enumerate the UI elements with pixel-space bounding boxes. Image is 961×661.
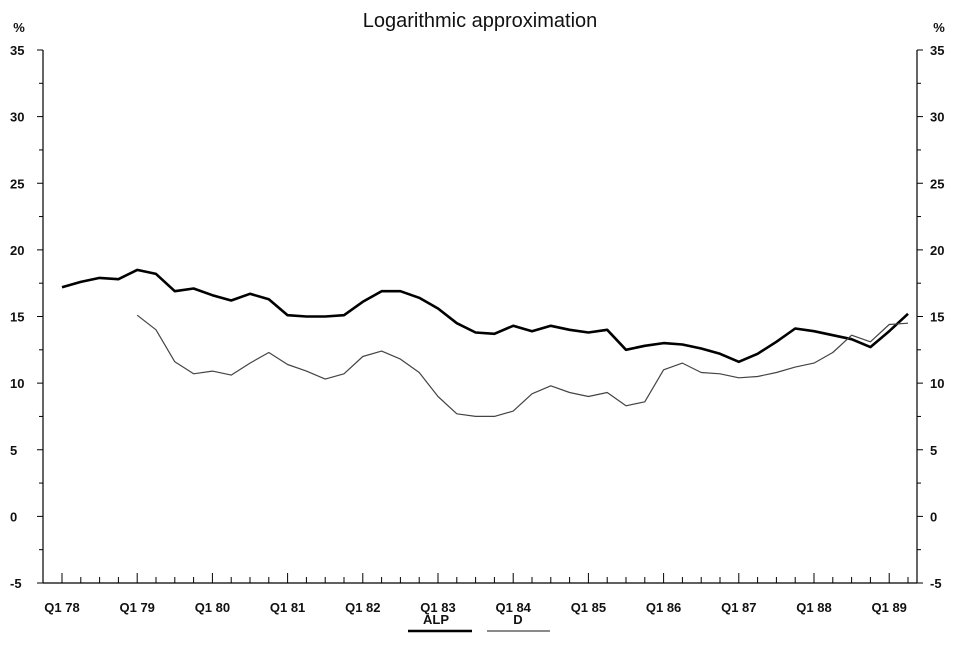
x-tick-label: Q1 88 <box>796 600 831 615</box>
x-tick-label: Q1 86 <box>646 600 681 615</box>
y-tick-label-right: 10 <box>930 376 944 391</box>
series-lines <box>61 268 909 417</box>
y-tick-label-right: 35 <box>930 43 944 58</box>
y-tick-label-left: 25 <box>10 176 24 191</box>
y-tick-label-left: 20 <box>10 243 24 258</box>
y-tick-label-left: 15 <box>10 310 24 325</box>
x-tick-label: Q1 83 <box>420 600 455 615</box>
x-tick-label: Q1 82 <box>345 600 380 615</box>
left-y-axis-ticks: -5 0 5 10 15 20 25 30 35 <box>10 43 43 591</box>
y-tick-label-right: -5 <box>930 576 942 591</box>
x-tick-label: Q1 84 <box>495 600 531 615</box>
x-tick-label: Q1 81 <box>270 600 305 615</box>
y-tick-label-left: 0 <box>10 509 17 524</box>
x-axis-ticks: Q1 78 Q1 79 Q1 80 Q1 81 Q1 82 Q1 83 Q1 84 Q1 85… <box>44 573 909 615</box>
y-tick-label-right: 25 <box>930 176 944 191</box>
y-tick-label-right: 20 <box>930 243 944 258</box>
legend-label-d: D <box>513 612 522 627</box>
x-tick-label: Q1 78 <box>44 600 79 615</box>
left-axis-unit-label: % <box>13 20 25 35</box>
x-tick-label: Q1 79 <box>119 600 154 615</box>
x-tick-label: Q1 87 <box>721 600 756 615</box>
series-line-d <box>136 314 909 417</box>
y-tick-label-right: 0 <box>930 509 937 524</box>
series-line-alp <box>61 268 909 364</box>
x-tick-label: Q1 80 <box>195 600 230 615</box>
y-tick-label-right: 5 <box>930 443 937 458</box>
y-tick-label-left: 30 <box>10 110 24 125</box>
x-tick-label: Q1 85 <box>571 600 606 615</box>
y-tick-label-left: 5 <box>10 443 17 458</box>
right-y-axis-ticks: -5 0 5 10 15 20 25 30 35 <box>917 43 944 591</box>
x-tick-label: Q1 89 <box>871 600 906 615</box>
y-tick-label-right: 30 <box>930 110 944 125</box>
y-tick-label-right: 15 <box>930 310 944 325</box>
legend-label-alp: ALP <box>423 612 449 627</box>
y-tick-label-left: 10 <box>10 376 24 391</box>
chart-title: Logarithmic approximation <box>363 10 598 32</box>
legend: ALP D <box>408 612 550 633</box>
y-tick-label-left: 35 <box>10 43 24 58</box>
y-tick-label-left: -5 <box>10 576 22 591</box>
right-axis-unit-label: % <box>933 20 945 35</box>
